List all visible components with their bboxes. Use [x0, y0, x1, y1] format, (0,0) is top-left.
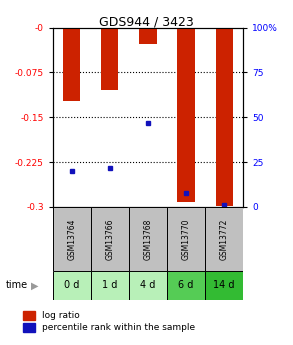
Text: 1 d: 1 d [102, 280, 117, 290]
FancyBboxPatch shape [167, 207, 205, 271]
Text: GSM13772: GSM13772 [220, 218, 229, 259]
Bar [178, 28, 195, 201]
Text: 0 d: 0 d [64, 280, 79, 290]
FancyBboxPatch shape [53, 207, 91, 271]
Text: GSM13770: GSM13770 [182, 218, 190, 260]
FancyBboxPatch shape [91, 207, 129, 271]
Text: GSM13766: GSM13766 [105, 218, 114, 260]
FancyBboxPatch shape [129, 207, 167, 271]
FancyBboxPatch shape [129, 271, 167, 300]
Bar [216, 28, 233, 206]
Text: ▶: ▶ [31, 280, 39, 290]
Text: time: time [6, 280, 28, 290]
Text: percentile rank within the sample: percentile rank within the sample [42, 323, 196, 332]
Bar [101, 28, 118, 90]
Text: GDS944 / 3423: GDS944 / 3423 [99, 16, 194, 29]
Text: 4 d: 4 d [140, 280, 156, 290]
Text: 6 d: 6 d [178, 280, 194, 290]
Text: log ratio: log ratio [42, 311, 80, 320]
FancyBboxPatch shape [205, 271, 243, 300]
Text: GSM13764: GSM13764 [67, 218, 76, 260]
FancyBboxPatch shape [167, 271, 205, 300]
FancyBboxPatch shape [91, 271, 129, 300]
Bar [139, 28, 156, 45]
Text: 14 d: 14 d [213, 280, 235, 290]
Text: GSM13768: GSM13768 [144, 218, 152, 259]
Bar [63, 28, 80, 101]
FancyBboxPatch shape [53, 271, 91, 300]
FancyBboxPatch shape [205, 207, 243, 271]
